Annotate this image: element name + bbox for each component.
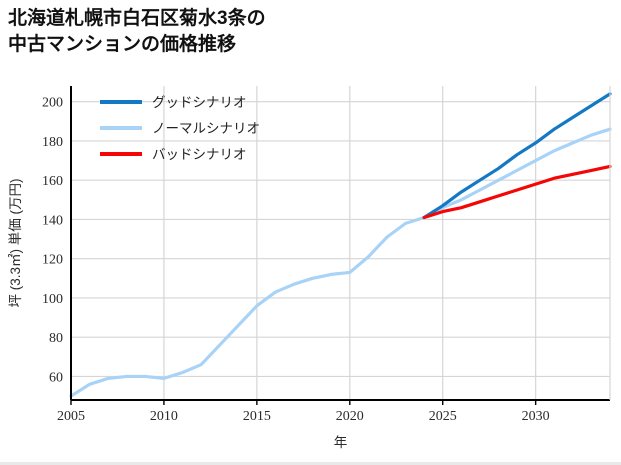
x-tick-label: 2010 [150, 409, 178, 424]
data-series-group [69, 92, 612, 398]
series-line [422, 92, 612, 220]
y-tick-label: 120 [42, 253, 63, 268]
x-axis-title: 年 [334, 435, 348, 450]
y-axis-title: 坪 (3.3㎡) 単価 (万円) [8, 178, 23, 307]
axis-titles: 年 坪 (3.3㎡) 単価 (万円) [8, 178, 347, 450]
x-tick-label: 2015 [243, 409, 271, 424]
gridlines [70, 86, 610, 400]
y-tick-label: 160 [42, 174, 63, 189]
x-tick-label: 2005 [57, 409, 85, 424]
x-tick-label: 2020 [336, 409, 364, 424]
series-line [422, 164, 612, 220]
bottom-divider [0, 462, 621, 465]
legend-label: グッドシナリオ [152, 95, 247, 110]
x-tick-label: 2025 [429, 409, 457, 424]
legend-label: バッドシナリオ [152, 147, 247, 162]
legend-label: ノーマルシナリオ [152, 121, 260, 136]
y-tick-label: 60 [49, 370, 63, 385]
tick-labels: 60 80 100 120 140 160 180 200 2005 2010 2015 2020 20… [42, 96, 550, 424]
chart-title: 北海道札幌市白石区菊水3条の 中古マンションの価格推移 [8, 8, 266, 55]
y-tick-label: 180 [42, 135, 63, 150]
x-tick-label: 2030 [522, 409, 550, 424]
series-line [69, 127, 612, 398]
axis-frame [70, 86, 611, 405]
y-tick-label: 140 [42, 213, 63, 228]
y-tick-label: 200 [42, 96, 63, 111]
y-tick-label: 100 [42, 292, 63, 307]
y-tick-label: 80 [49, 331, 63, 346]
